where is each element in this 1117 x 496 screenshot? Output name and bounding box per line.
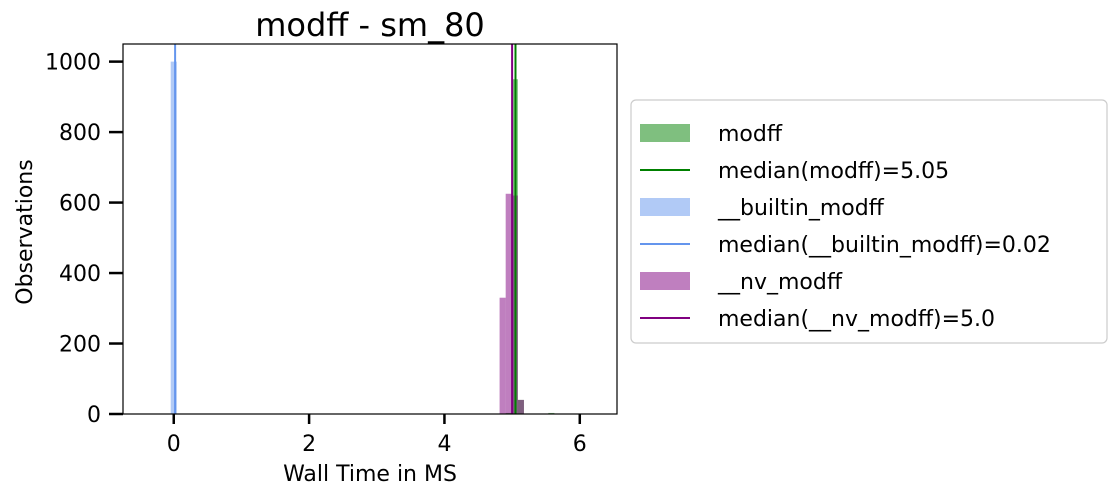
y-tick-label: 200 xyxy=(59,333,101,358)
y-tick-label: 400 xyxy=(59,262,101,287)
legend-label: median(__builtin_modff)=0.02 xyxy=(718,233,1051,258)
y-axis-title: Observations xyxy=(13,159,38,304)
histogram-bar xyxy=(505,193,512,414)
x-tick-label: 6 xyxy=(573,432,587,457)
y-tick-label: 600 xyxy=(59,192,101,217)
legend-label: __builtin_modff xyxy=(717,196,885,221)
y-tick-label: 1000 xyxy=(45,51,101,76)
legend-box xyxy=(630,99,1108,344)
legend-swatch xyxy=(640,198,690,216)
chart-title: modff - sm_80 xyxy=(255,6,485,44)
x-tick-label: 2 xyxy=(302,432,316,457)
y-tick-label: 0 xyxy=(87,403,101,428)
legend-label: __nv_modff xyxy=(717,270,843,295)
legend: modff median(modff)=5.05 __builtin_modffme… xyxy=(630,99,1108,344)
plot-area xyxy=(170,44,555,414)
legend-label: median(__nv_modff)=5.0 xyxy=(718,307,995,332)
x-axis-title: Wall Time in MS xyxy=(283,462,457,487)
histogram-bar xyxy=(170,61,177,414)
x-tick-label: 4 xyxy=(437,432,451,457)
legend-swatch xyxy=(640,272,690,290)
legend-label: median(modff)=5.05 xyxy=(718,159,949,184)
plot-frame xyxy=(122,43,618,415)
histogram-bar xyxy=(499,297,506,414)
legend-swatch xyxy=(640,124,690,142)
y-tick-label: 800 xyxy=(59,121,101,146)
histogram-bar xyxy=(517,399,524,414)
legend-label: modff xyxy=(718,122,783,147)
x-tick-label: 0 xyxy=(167,432,181,457)
axes: 0 2 4 6 0 200 400 600 800 1000 xyxy=(45,43,618,457)
